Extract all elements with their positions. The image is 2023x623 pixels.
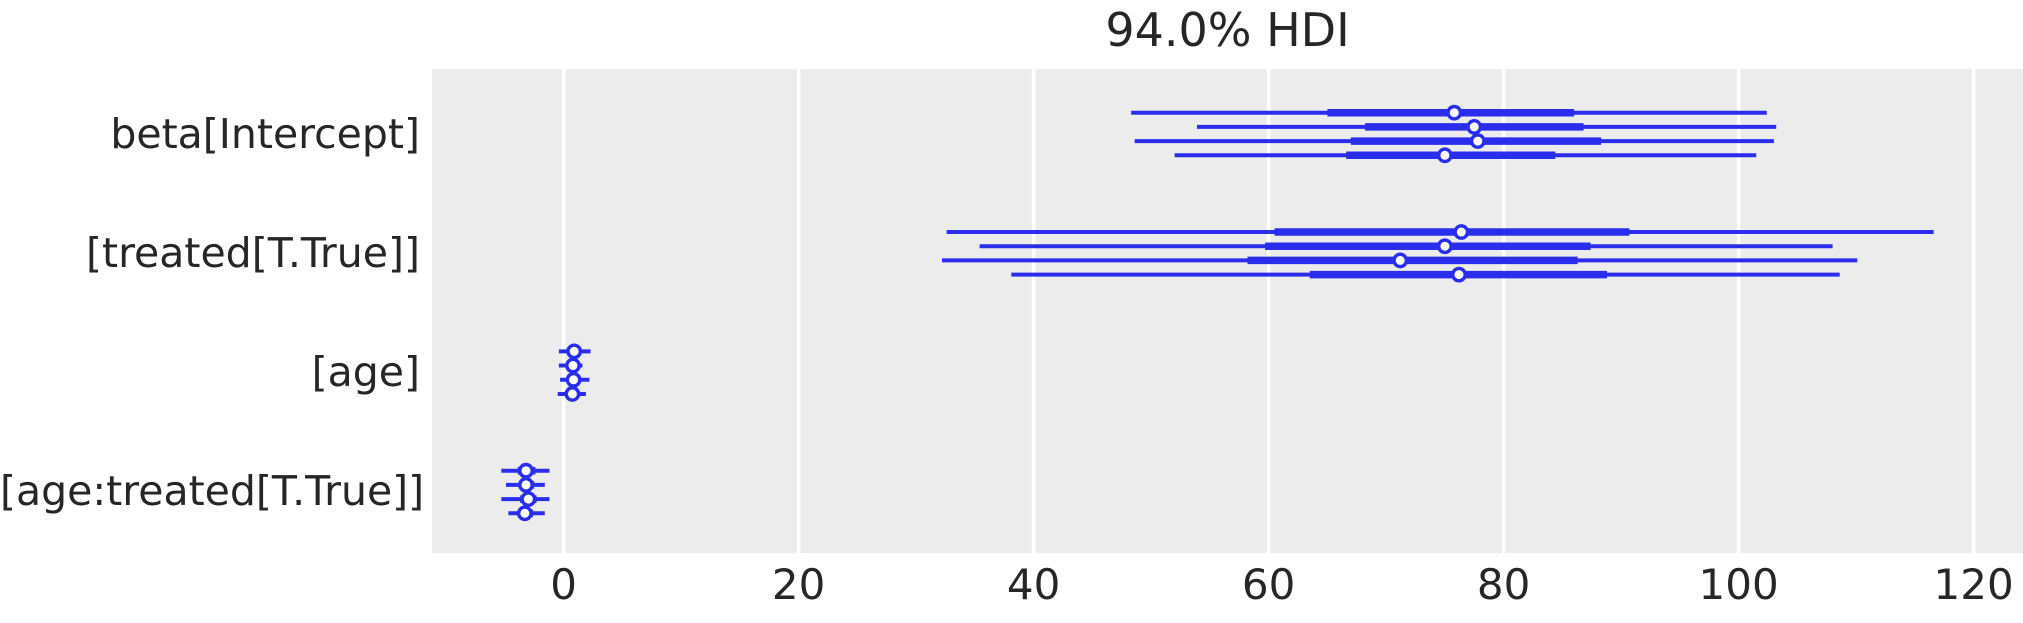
median-marker: [516, 505, 533, 522]
median-marker: [1436, 238, 1453, 255]
median-marker: [1466, 119, 1483, 135]
x-tick-label: 80: [1476, 560, 1531, 609]
median-marker: [566, 343, 583, 360]
x-tick-label: 100: [1698, 560, 1779, 609]
y-axis-label: [treated[T.True]]: [86, 228, 420, 277]
median-marker: [518, 476, 534, 493]
x-tick-label: 40: [1006, 560, 1061, 609]
median-marker: [1446, 104, 1463, 121]
y-axis-label: [age:treated[T.True]]: [0, 467, 425, 516]
median-marker: [518, 462, 534, 479]
chart-title: 94.0% HDI: [1105, 3, 1350, 57]
median-marker: [1453, 224, 1470, 240]
y-axis-label: beta[Intercept]: [110, 109, 420, 158]
median-marker: [564, 386, 581, 402]
median-marker: [1469, 133, 1486, 150]
y-axis-label: [age]: [311, 348, 420, 397]
x-tick-label: 0: [550, 560, 577, 609]
x-tick-label: 120: [1933, 560, 2014, 609]
x-tick-label: 60: [1241, 560, 1296, 609]
plot-area: [432, 69, 2023, 553]
median-marker: [1436, 147, 1453, 164]
median-marker: [565, 357, 581, 374]
median-marker: [1451, 266, 1467, 283]
forest-plot-canvas: [501, 69, 1976, 553]
x-tick-label: 20: [771, 560, 826, 609]
median-marker: [565, 371, 582, 388]
median-marker: [520, 491, 537, 507]
median-marker: [1392, 252, 1409, 269]
